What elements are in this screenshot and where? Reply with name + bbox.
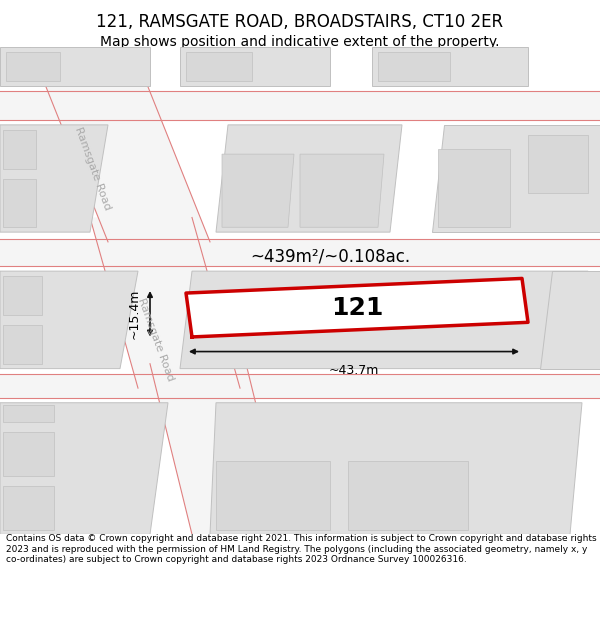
Polygon shape: [186, 52, 252, 81]
Polygon shape: [30, 47, 210, 242]
Polygon shape: [3, 325, 42, 364]
Polygon shape: [222, 154, 294, 228]
Text: 121, RAMSGATE ROAD, BROADSTAIRS, CT10 2ER: 121, RAMSGATE ROAD, BROADSTAIRS, CT10 2E…: [97, 13, 503, 31]
Polygon shape: [372, 47, 528, 86]
Polygon shape: [180, 47, 330, 86]
Polygon shape: [186, 279, 528, 337]
Polygon shape: [438, 149, 510, 228]
Polygon shape: [6, 52, 60, 81]
Bar: [0, 374, 600, 398]
Polygon shape: [150, 364, 288, 534]
Polygon shape: [3, 276, 42, 315]
Polygon shape: [216, 125, 402, 232]
Text: Ramsgate Road: Ramsgate Road: [136, 296, 176, 382]
Polygon shape: [3, 432, 54, 476]
Polygon shape: [3, 405, 54, 422]
Polygon shape: [0, 47, 150, 86]
Polygon shape: [216, 461, 330, 529]
Text: Ramsgate Road: Ramsgate Road: [73, 126, 113, 212]
Bar: [0, 91, 600, 120]
Text: Map shows position and indicative extent of the property.: Map shows position and indicative extent…: [100, 35, 500, 49]
Polygon shape: [432, 125, 600, 232]
Polygon shape: [540, 271, 600, 369]
Polygon shape: [3, 486, 54, 529]
Text: ~43.7m: ~43.7m: [329, 364, 379, 377]
Polygon shape: [0, 271, 138, 369]
Polygon shape: [90, 217, 240, 388]
Polygon shape: [180, 271, 588, 369]
Polygon shape: [3, 130, 36, 169]
Text: Contains OS data © Crown copyright and database right 2021. This information is : Contains OS data © Crown copyright and d…: [6, 534, 596, 564]
Bar: [0, 239, 600, 266]
Polygon shape: [348, 461, 468, 529]
Text: ~439m²/~0.108ac.: ~439m²/~0.108ac.: [250, 248, 410, 266]
Polygon shape: [210, 402, 582, 534]
Text: ~15.4m: ~15.4m: [128, 289, 141, 339]
Polygon shape: [378, 52, 450, 81]
Text: 121: 121: [331, 296, 383, 319]
Polygon shape: [528, 134, 588, 193]
Polygon shape: [0, 402, 168, 534]
Polygon shape: [300, 154, 384, 228]
Polygon shape: [0, 125, 108, 232]
Polygon shape: [3, 179, 36, 227]
